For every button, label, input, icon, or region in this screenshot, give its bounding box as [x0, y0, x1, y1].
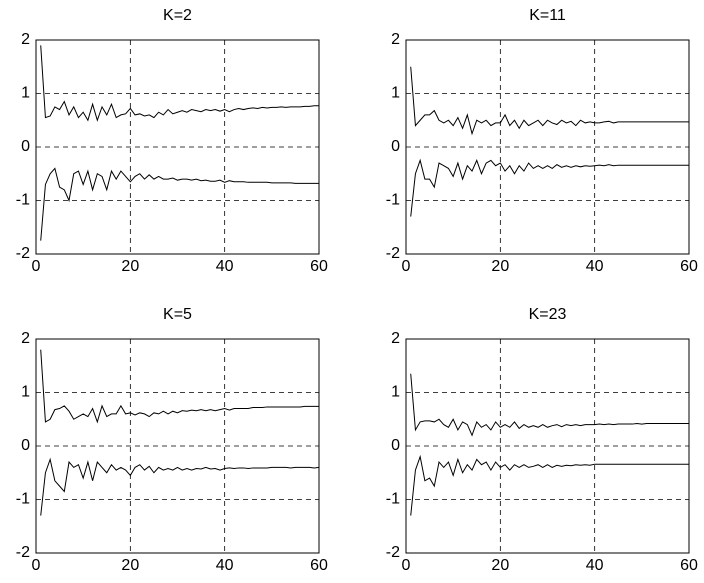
panel-title: K=11 — [529, 7, 566, 24]
x-tick-label: 0 — [402, 258, 411, 275]
x-tick-label: 40 — [586, 258, 604, 275]
x-tick-label: 20 — [121, 557, 139, 574]
x-tick-label: 60 — [680, 258, 698, 275]
data-line — [410, 66, 689, 136]
x-tick-label: 60 — [680, 557, 698, 574]
y-tick-label: 0 — [391, 437, 400, 454]
y-tick-label: 1 — [391, 384, 400, 401]
x-tick-label: 0 — [32, 557, 41, 574]
y-tick-label: -2 — [16, 544, 30, 561]
y-tick-label: 2 — [21, 31, 30, 48]
y-tick-label: 0 — [21, 437, 30, 454]
panel-title: K=2 — [163, 7, 192, 24]
y-tick-label: 0 — [391, 138, 400, 155]
x-tick-label: 20 — [491, 258, 509, 275]
y-tick-label: 2 — [391, 330, 400, 347]
plot-frame — [405, 39, 690, 255]
x-tick-label: 0 — [32, 258, 41, 275]
plot-frame — [35, 39, 320, 255]
panel-title: K=5 — [163, 306, 192, 323]
plot-frame — [405, 338, 690, 554]
y-tick-label: 1 — [21, 85, 30, 102]
y-tick-label: -2 — [386, 245, 400, 262]
y-tick-label: -2 — [16, 245, 30, 262]
y-tick-label: -1 — [386, 192, 400, 209]
y-tick-label: 1 — [391, 85, 400, 102]
panel-title: K=23 — [529, 306, 567, 323]
x-tick-label: 20 — [121, 258, 139, 275]
x-tick-label: 0 — [402, 557, 411, 574]
y-tick-label: -2 — [386, 544, 400, 561]
data-line — [40, 349, 319, 424]
data-line — [410, 373, 689, 437]
x-tick-label: 20 — [491, 557, 509, 574]
data-line — [410, 454, 689, 516]
plot-frame — [35, 338, 320, 554]
x-tick-label: 40 — [216, 557, 234, 574]
data-line — [410, 158, 689, 217]
y-tick-label: -1 — [16, 192, 30, 209]
x-tick-label: 40 — [216, 258, 234, 275]
x-tick-label: 40 — [586, 557, 604, 574]
y-tick-label: 2 — [21, 330, 30, 347]
y-tick-label: 1 — [21, 384, 30, 401]
y-tick-label: 2 — [391, 31, 400, 48]
y-tick-label: -1 — [16, 491, 30, 508]
y-tick-label: 0 — [21, 138, 30, 155]
data-line — [40, 167, 319, 241]
data-line — [40, 45, 319, 122]
x-tick-label: 60 — [310, 258, 328, 275]
y-tick-label: -1 — [386, 491, 400, 508]
data-line — [40, 457, 320, 516]
x-tick-label: 60 — [310, 557, 328, 574]
